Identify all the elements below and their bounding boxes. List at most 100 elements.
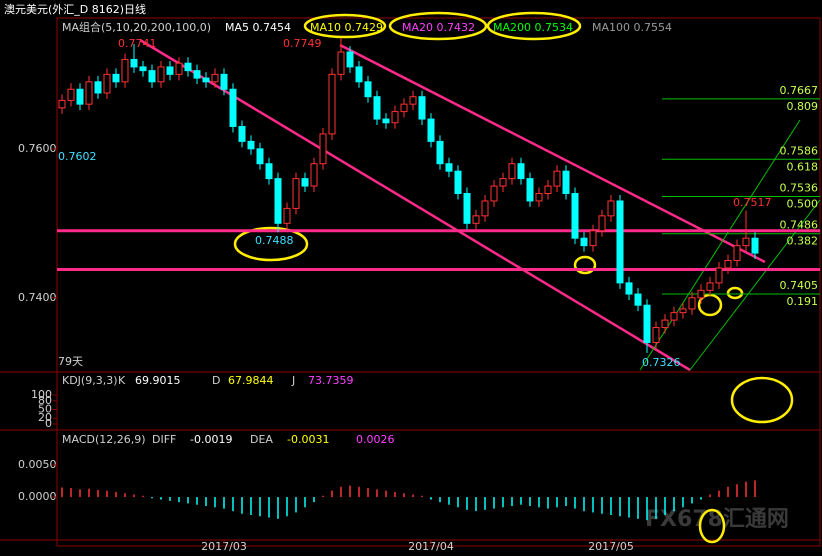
candle-body [220, 73, 228, 90]
candle [85, 75, 93, 111]
candle [571, 187, 579, 245]
ma-value: 0.7429 [345, 21, 384, 34]
candle [427, 113, 435, 148]
candle-body [418, 96, 426, 120]
candle-body [598, 215, 606, 232]
candle-body [373, 96, 381, 120]
candle-body [472, 215, 480, 224]
candle-body [436, 140, 444, 165]
candle-body [535, 193, 543, 202]
candle-body [238, 125, 246, 142]
candle-body [679, 308, 687, 314]
price-annotation: 0.7741 [118, 37, 157, 50]
fib-price: 0.7405 [780, 279, 819, 292]
candle-body [589, 230, 597, 247]
candle-body [364, 81, 372, 98]
ma-legend: MA200 0.7534 [493, 21, 573, 34]
candle [463, 187, 471, 230]
kdj-value: 73.7359 [308, 374, 354, 387]
candle-body [499, 178, 507, 187]
candle [76, 83, 84, 111]
candle [643, 299, 651, 353]
candle-body [697, 289, 705, 299]
candle [544, 180, 552, 200]
kdj-value: 67.9844 [228, 374, 274, 387]
candle [598, 209, 606, 237]
candle-body [355, 66, 363, 83]
candle [589, 224, 597, 252]
frame [0, 17, 821, 547]
candle-body [328, 73, 336, 135]
candle-body [274, 178, 282, 224]
candle [229, 83, 237, 133]
candle [526, 172, 534, 207]
candle [112, 68, 120, 88]
candle-body [634, 293, 642, 306]
days-label: 79天 [58, 355, 83, 368]
kdj-name: D [212, 374, 220, 387]
fib-price: 0.7667 [780, 84, 819, 97]
candle-body [130, 58, 138, 68]
x-tick-label: 2017/04 [408, 540, 454, 553]
candle [409, 90, 417, 111]
kdj-title: KDJ(9,3,3) [62, 374, 118, 387]
ma-name: MA20 [402, 21, 433, 34]
candle-body [409, 96, 417, 105]
ma-value: 0.7432 [437, 21, 476, 34]
macd-name: DEA [250, 433, 273, 446]
fib-price: 0.7586 [780, 144, 819, 157]
candle-body [553, 170, 561, 187]
candle [445, 157, 453, 178]
candle [652, 321, 660, 349]
candle [121, 53, 129, 88]
candle-body [67, 88, 75, 101]
candle [130, 43, 138, 73]
candle [625, 276, 633, 300]
candle [184, 57, 192, 77]
ma-value: 0.7534 [535, 21, 574, 34]
candle-body [247, 140, 255, 150]
candle-body [400, 103, 408, 113]
candle-body [256, 148, 264, 165]
price-annotation: 0.7326 [642, 356, 681, 369]
y-tick-label: 0.0000 [18, 490, 57, 503]
candle [139, 60, 147, 77]
candle [319, 127, 327, 170]
candle [580, 232, 588, 252]
candle [202, 72, 210, 88]
candle [517, 157, 525, 185]
ma-value: 0.7554 [634, 21, 673, 34]
candle [58, 94, 66, 114]
candle-body [544, 185, 552, 195]
candle-body [517, 163, 525, 180]
channel-lines [639, 119, 821, 371]
candle [562, 165, 570, 200]
candle [508, 157, 516, 185]
candle-body [310, 163, 318, 187]
candle [283, 202, 291, 230]
candle [94, 75, 102, 99]
candle [670, 306, 678, 327]
candle-body [265, 163, 273, 180]
candle [481, 195, 489, 222]
candle [67, 83, 75, 107]
candle-body [508, 163, 516, 180]
macd-name: DIFF [152, 433, 176, 446]
candle [697, 284, 705, 304]
price-annotation: 0.7517 [733, 196, 772, 209]
candle [679, 302, 687, 319]
candle-body [571, 193, 579, 239]
candle-body [481, 200, 489, 217]
candle-body [652, 327, 660, 343]
ma-legend: MA10 0.7429 [310, 21, 383, 34]
candle [220, 68, 228, 96]
candle [724, 254, 732, 274]
candle-body [193, 70, 201, 79]
y-tick-label: 50 [38, 403, 52, 416]
candle-body [337, 51, 345, 75]
candle [166, 60, 174, 81]
kdj-name: J [291, 374, 295, 387]
y-tick-label: 0 [45, 417, 52, 430]
ma-title: MA组合(5,10,20,200,100,0) [62, 20, 211, 34]
kdj-value: 69.9015 [135, 374, 181, 387]
